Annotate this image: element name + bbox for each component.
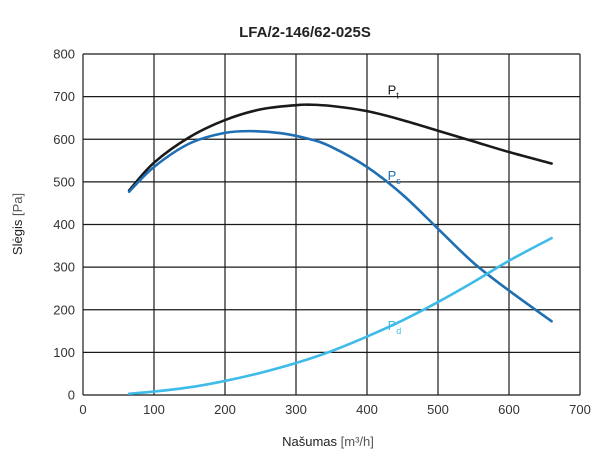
chart-title: LFA/2-146/62-025S <box>239 24 371 41</box>
x-tick-label: 0 <box>79 402 86 417</box>
y-tick-labels: 0 100 200 300 400 500 600 700 800 <box>53 47 75 403</box>
x-axis-unit: [m³/h] <box>341 434 374 449</box>
x-tick-label: 200 <box>214 402 236 417</box>
series-label-pt: Pt <box>388 83 400 101</box>
x-tick-label: 700 <box>569 402 591 417</box>
y-tick-label: 600 <box>53 132 75 147</box>
y-tick-label: 500 <box>53 174 75 189</box>
y-tick-label: 300 <box>53 260 75 275</box>
y-tick-label: 0 <box>68 388 75 403</box>
y-tick-label: 100 <box>53 345 75 360</box>
series-line-ps <box>127 129 553 323</box>
series-line-pd <box>127 236 553 396</box>
y-tick-label: 400 <box>53 217 75 232</box>
y-tick-label: 800 <box>53 47 75 62</box>
plot-grid <box>82 53 581 396</box>
y-tick-label: 700 <box>53 89 75 104</box>
x-axis-label: Našumas [m³/h] <box>282 434 374 449</box>
x-tick-labels: 0 100 200 300 400 500 600 700 <box>79 402 590 417</box>
series-labels: Pt Ps Pd <box>388 83 402 336</box>
y-tick-label: 200 <box>53 302 75 317</box>
x-tick-label: 400 <box>356 402 378 417</box>
plot-curves <box>127 103 553 396</box>
series-label-ps: Ps <box>388 168 402 186</box>
series-line-pt <box>127 103 553 192</box>
y-axis-label: Slėgis [Pa] <box>10 193 25 255</box>
x-tick-label: 600 <box>498 402 520 417</box>
x-tick-label: 300 <box>285 402 307 417</box>
y-axis-unit: [Pa] <box>10 193 25 216</box>
series-label-pd: Pd <box>388 318 402 336</box>
x-tick-label: 100 <box>143 402 165 417</box>
x-tick-label: 500 <box>427 402 449 417</box>
